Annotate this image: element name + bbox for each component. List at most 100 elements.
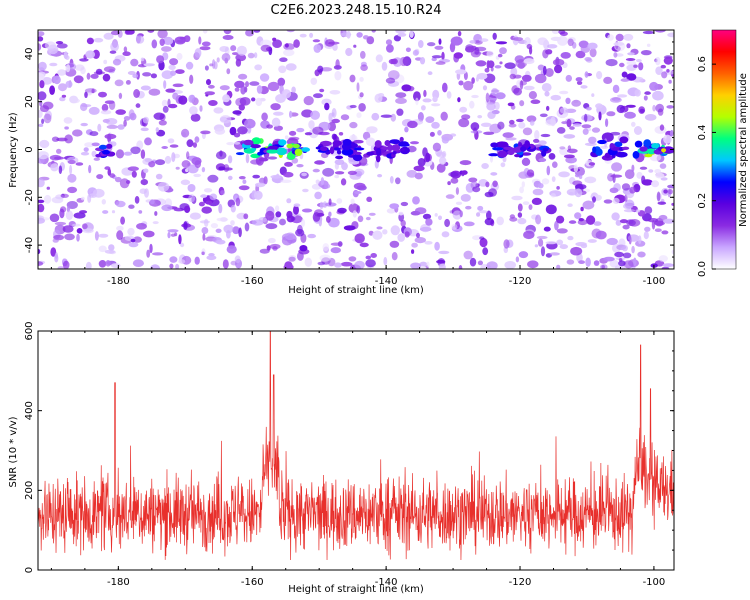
noise-blob	[414, 237, 426, 244]
noise-blob	[180, 179, 191, 186]
noise-blob	[563, 134, 576, 139]
snr-series-line	[38, 331, 674, 561]
noise-blob	[575, 50, 586, 59]
noise-blob	[551, 176, 556, 183]
noise-blob	[219, 46, 229, 52]
noise-blob	[545, 68, 554, 77]
noise-blob	[390, 113, 396, 122]
noise-blob	[662, 263, 674, 268]
noise-blob	[103, 32, 114, 40]
noise-blob	[174, 232, 178, 237]
noise-blob	[663, 189, 668, 194]
noise-blob	[267, 81, 280, 92]
noise-blob	[233, 132, 241, 138]
noise-blob	[376, 226, 383, 230]
noise-blob	[98, 260, 107, 268]
noise-blob	[469, 100, 475, 109]
noise-blob	[131, 170, 137, 178]
noise-blob	[198, 201, 205, 207]
noise-blob	[235, 53, 247, 62]
noise-blob	[496, 216, 505, 226]
noise-blob	[659, 124, 665, 131]
noise-blob	[543, 226, 551, 232]
noise-blob	[181, 128, 190, 138]
noise-blob	[517, 212, 523, 218]
noise-blob	[573, 164, 579, 173]
noise-blob	[359, 92, 364, 98]
noise-blob	[620, 197, 625, 203]
noise-blob	[471, 94, 479, 99]
noise-blob	[626, 219, 636, 226]
noise-blob	[370, 253, 378, 258]
noise-blob	[574, 212, 582, 220]
noise-blob	[596, 71, 603, 80]
x-tick-label: -160	[241, 276, 264, 287]
noise-blob	[130, 238, 136, 243]
signal-blob	[278, 139, 287, 146]
noise-blob	[219, 85, 230, 91]
noise-blob	[201, 206, 212, 214]
noise-blob	[366, 196, 373, 202]
noise-blob	[213, 107, 224, 114]
noise-blob	[559, 107, 569, 114]
noise-blob	[140, 127, 149, 132]
signal-blob	[251, 137, 262, 145]
noise-blob	[434, 241, 440, 251]
noise-blob	[352, 210, 357, 218]
noise-blob	[163, 80, 167, 89]
signal-blob	[507, 149, 515, 156]
noise-blob	[425, 218, 433, 226]
noise-blob	[551, 30, 560, 35]
noise-blob	[232, 226, 240, 235]
colorbar-gradient	[711, 29, 737, 270]
noise-blob	[175, 263, 180, 269]
noise-blob	[470, 50, 481, 58]
noise-blob	[85, 50, 96, 59]
signal-blob	[342, 138, 352, 146]
noise-blob	[521, 157, 531, 166]
noise-blob	[619, 62, 625, 68]
noise-blob	[180, 242, 185, 248]
noise-blob	[557, 35, 568, 46]
noise-blob	[288, 256, 296, 262]
noise-blob	[479, 237, 488, 248]
noise-blob	[621, 71, 628, 78]
noise-blob	[167, 229, 179, 233]
noise-blob	[531, 197, 543, 205]
noise-blob	[626, 43, 631, 49]
noise-blob	[646, 43, 651, 47]
noise-blob	[517, 203, 523, 212]
noise-blob	[522, 127, 533, 136]
noise-blob	[252, 174, 260, 179]
noise-blob	[312, 168, 320, 173]
noise-blob	[606, 237, 618, 246]
spectrogram-xlabel: Height of straight line (km)	[288, 285, 424, 296]
noise-blob	[586, 106, 592, 111]
noise-blob	[360, 64, 368, 71]
noise-blob	[132, 73, 139, 79]
signal-blob	[374, 140, 382, 148]
signal-blob	[597, 139, 607, 145]
noise-blob	[132, 259, 144, 268]
noise-blob	[634, 89, 641, 97]
noise-blob	[610, 97, 622, 103]
noise-blob	[536, 235, 548, 240]
noise-blob	[273, 111, 284, 116]
noise-blob	[319, 254, 331, 262]
noise-blob	[585, 257, 591, 267]
noise-blob	[434, 213, 438, 217]
noise-blob	[492, 32, 497, 40]
signal-blob	[632, 151, 640, 159]
noise-blob	[219, 115, 232, 124]
noise-blob	[465, 46, 475, 53]
noise-blob	[566, 188, 578, 196]
noise-blob	[427, 42, 436, 47]
noise-blob	[461, 170, 468, 175]
noise-blob	[494, 65, 502, 69]
noise-blob	[256, 85, 263, 94]
noise-blob	[208, 253, 215, 257]
noise-blob	[425, 152, 431, 163]
noise-blob	[565, 97, 571, 105]
noise-blob	[556, 264, 561, 269]
noise-blob	[188, 94, 195, 103]
